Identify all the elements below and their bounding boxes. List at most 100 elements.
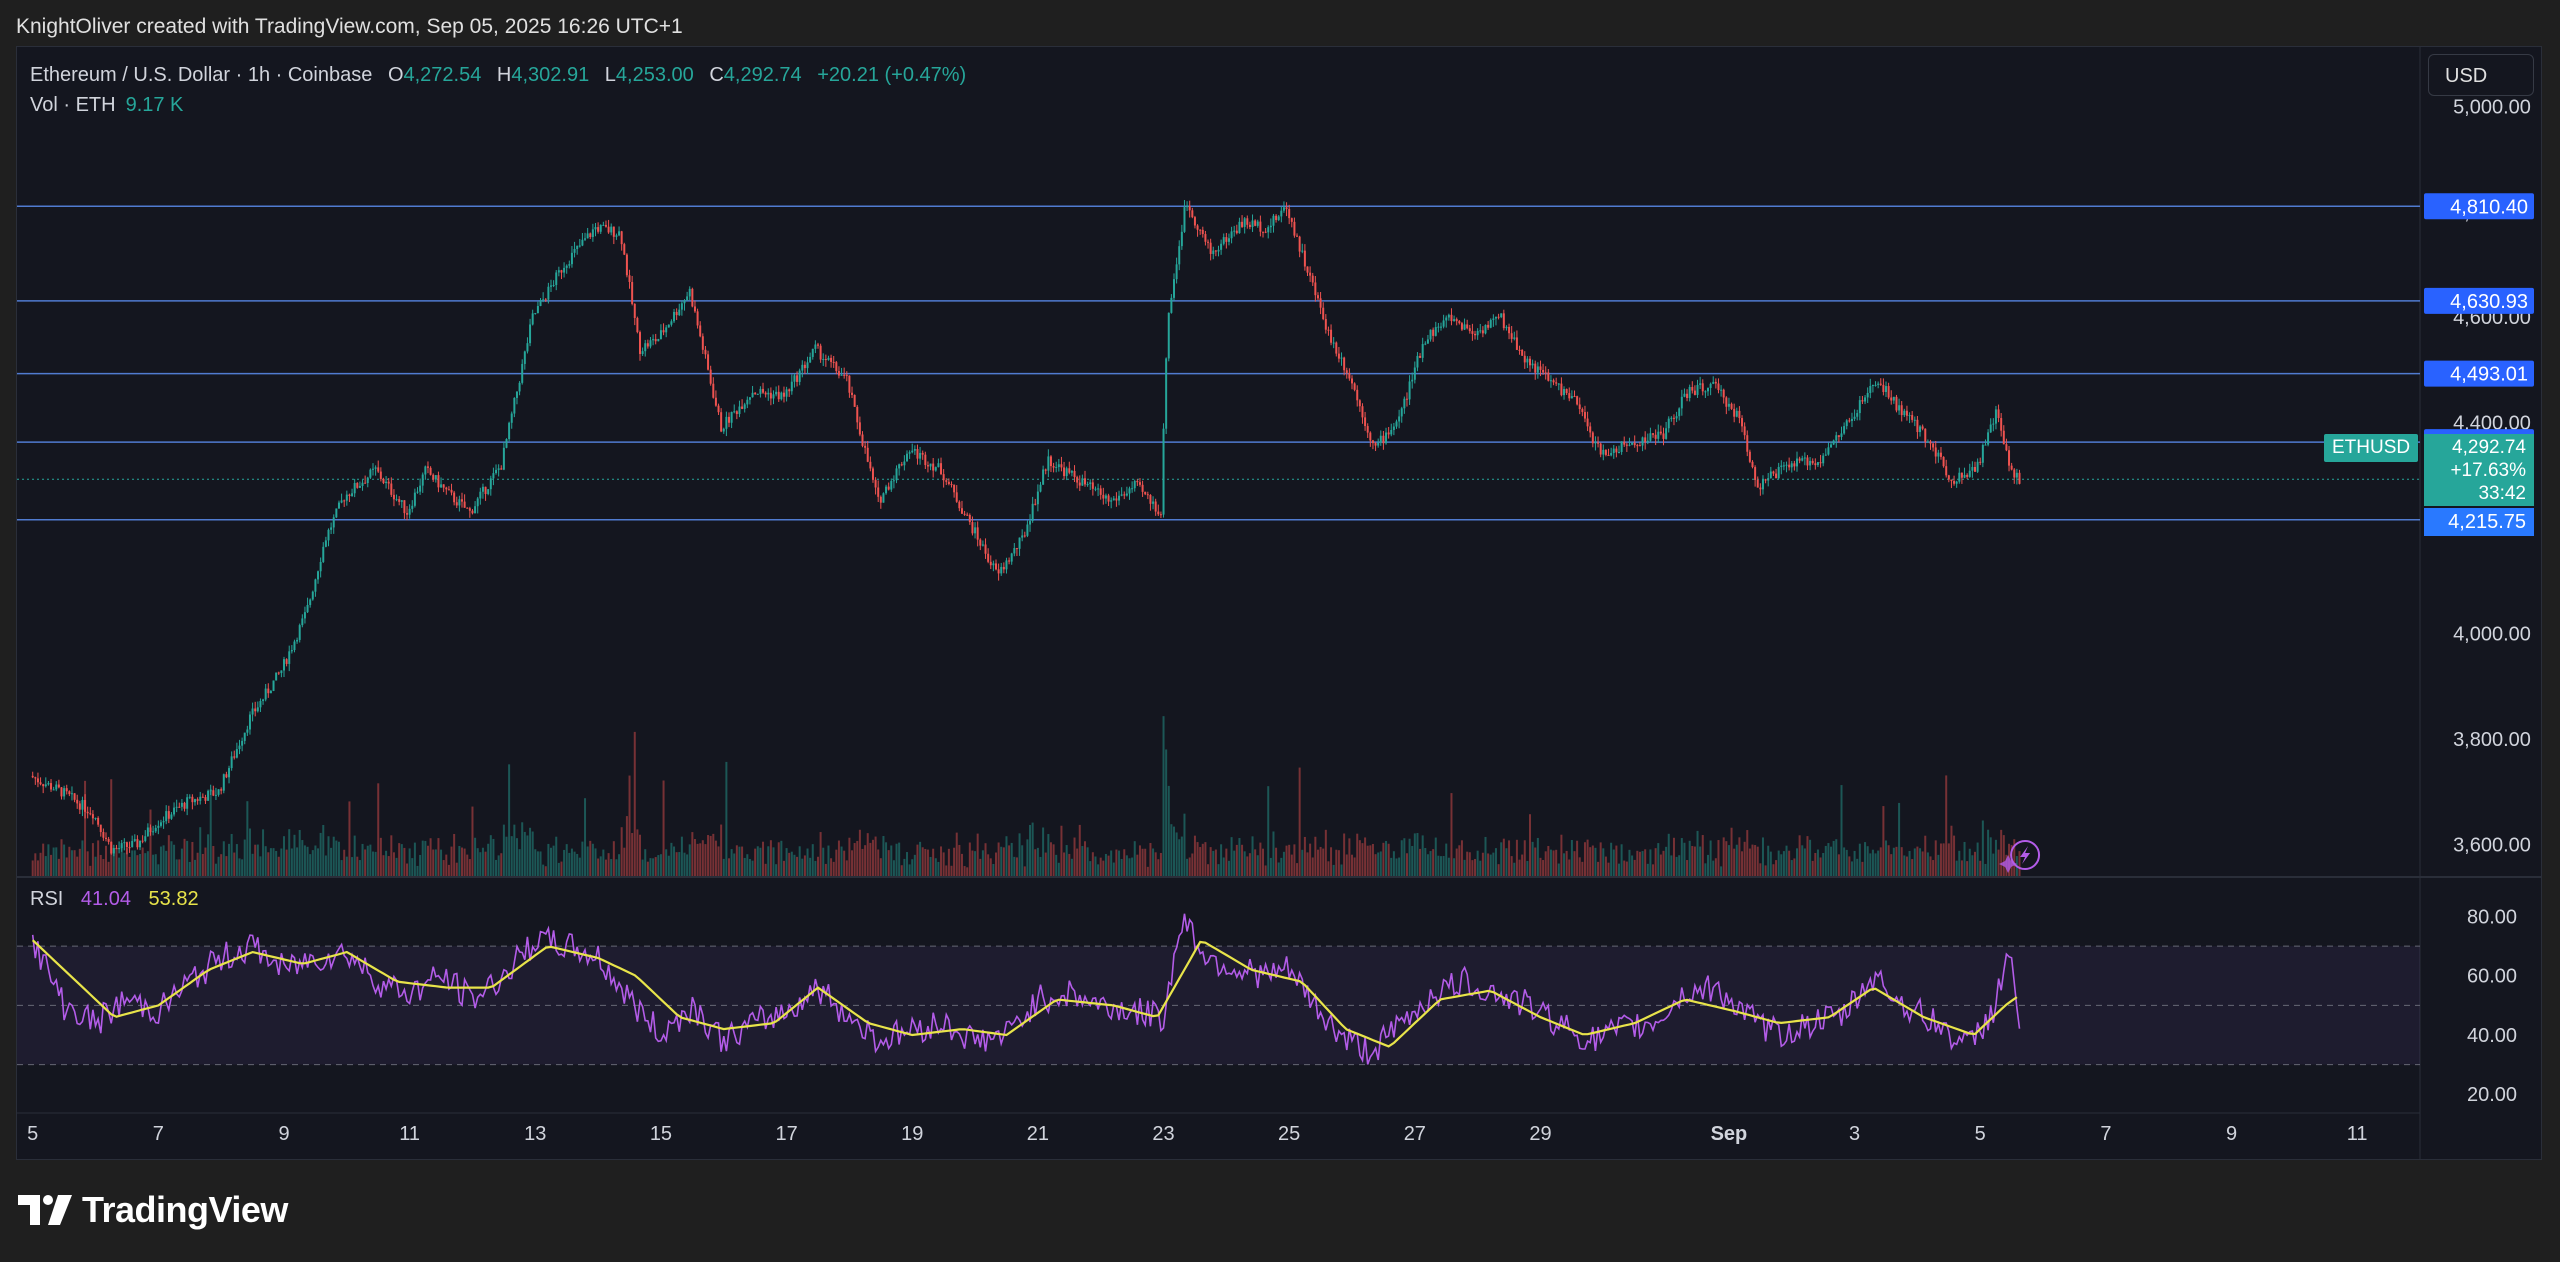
volume-bar xyxy=(353,835,356,876)
volume-bar xyxy=(1981,820,1984,876)
candle-body xyxy=(1036,491,1039,505)
candle-body xyxy=(1002,566,1005,570)
volume-bar xyxy=(463,848,466,876)
candle-body xyxy=(1544,372,1547,374)
candle-body xyxy=(398,499,401,502)
candle-body xyxy=(1777,466,1780,479)
rsi-label[interactable]: RSI xyxy=(30,888,64,910)
volume-bar xyxy=(1044,852,1047,876)
candle-body xyxy=(1340,357,1343,359)
volume-bar xyxy=(432,849,435,876)
chart-frame[interactable] xyxy=(16,46,2542,1160)
candle-body xyxy=(1772,471,1775,474)
candle-body xyxy=(419,485,422,492)
volume-bar xyxy=(1455,848,1458,876)
volume-bar xyxy=(534,849,537,876)
candle-body xyxy=(955,492,958,502)
candle-body xyxy=(646,343,649,347)
candle-body xyxy=(1031,503,1034,521)
candle-body xyxy=(1165,358,1168,429)
volume-bar xyxy=(1549,849,1552,876)
candle-body xyxy=(814,344,817,349)
volume-bar xyxy=(173,844,176,876)
candle-body xyxy=(835,362,838,372)
candle-body xyxy=(1460,323,1463,330)
volume-bar xyxy=(683,852,686,876)
volume-bar xyxy=(576,853,579,876)
candle-body xyxy=(1044,469,1047,471)
volume-bar xyxy=(1929,856,1932,876)
candle-body xyxy=(704,349,707,355)
volume-bar xyxy=(1667,833,1670,876)
candle-body xyxy=(508,422,511,440)
volume-bar xyxy=(1641,851,1644,876)
volume-label[interactable]: Vol · ETH xyxy=(30,94,116,116)
candle-body xyxy=(1225,237,1228,242)
candle-body xyxy=(887,486,890,490)
volume-bar xyxy=(817,856,819,876)
candle-body xyxy=(589,233,592,237)
volume-bar xyxy=(70,850,73,876)
candle-body xyxy=(1523,355,1526,363)
candle-body xyxy=(1042,469,1045,485)
currency-button[interactable]: USD xyxy=(2428,54,2534,96)
volume-bar xyxy=(144,853,147,876)
volume-bar xyxy=(1576,840,1579,876)
candle-body xyxy=(330,527,333,530)
candle-body xyxy=(1445,317,1448,321)
candle-body xyxy=(1589,426,1592,433)
candle-body xyxy=(1356,389,1359,401)
candle-body xyxy=(1316,295,1319,299)
volume-bar xyxy=(1049,842,1052,876)
volume-bar xyxy=(510,836,513,876)
volume-bar xyxy=(1586,839,1589,876)
alert-level-tag[interactable]: 4,215.75 xyxy=(2424,508,2534,536)
candle-body xyxy=(466,507,469,509)
volume-bar xyxy=(34,853,37,876)
volume-bar xyxy=(1097,864,1100,876)
candle-body xyxy=(337,502,340,509)
volume-bar xyxy=(1953,835,1956,876)
volume-bar xyxy=(1031,822,1034,876)
candle-body xyxy=(1806,457,1809,466)
volume-bar xyxy=(502,824,505,876)
candle-body xyxy=(903,461,906,466)
volume-bar xyxy=(1144,848,1147,876)
tradingview-logo[interactable]: TradingView xyxy=(18,1189,288,1230)
candle-body xyxy=(1099,488,1102,495)
volume-bar xyxy=(275,850,278,876)
volume-bar xyxy=(1152,848,1155,876)
volume-bar xyxy=(1631,855,1634,876)
candle-body xyxy=(937,463,940,468)
candle-body xyxy=(817,344,819,346)
volume-bar xyxy=(269,848,272,876)
candle-body xyxy=(442,484,445,488)
volume-bar xyxy=(330,847,333,876)
candle-body xyxy=(42,784,45,787)
symbol-label[interactable]: Ethereum / U.S. Dollar · 1h · Coinbase xyxy=(30,64,373,86)
candle-body xyxy=(1529,358,1531,366)
volume-bar xyxy=(1793,858,1796,876)
volume-bar xyxy=(489,835,492,876)
volume-bar xyxy=(167,835,170,876)
volume-bar xyxy=(1887,845,1890,876)
volume-bar xyxy=(1602,848,1605,876)
volume-bar xyxy=(644,849,647,876)
volume-bar xyxy=(1429,851,1432,876)
volume-bar xyxy=(1269,857,1272,876)
candle-body xyxy=(309,599,312,605)
candle-body xyxy=(1822,455,1825,464)
rsi-axis-tick: 60.00 xyxy=(2467,966,2517,988)
volume-bar xyxy=(858,829,861,876)
candle-body xyxy=(1254,220,1257,226)
candle-body xyxy=(599,225,602,232)
volume-bar xyxy=(1235,844,1238,876)
candle-body xyxy=(1992,423,1995,425)
volume-bar xyxy=(1843,847,1846,876)
volume-bar xyxy=(419,854,422,876)
volume-bar xyxy=(1748,848,1751,876)
candle-body xyxy=(314,579,317,592)
candle-body xyxy=(246,729,249,733)
candle-body xyxy=(377,467,380,472)
